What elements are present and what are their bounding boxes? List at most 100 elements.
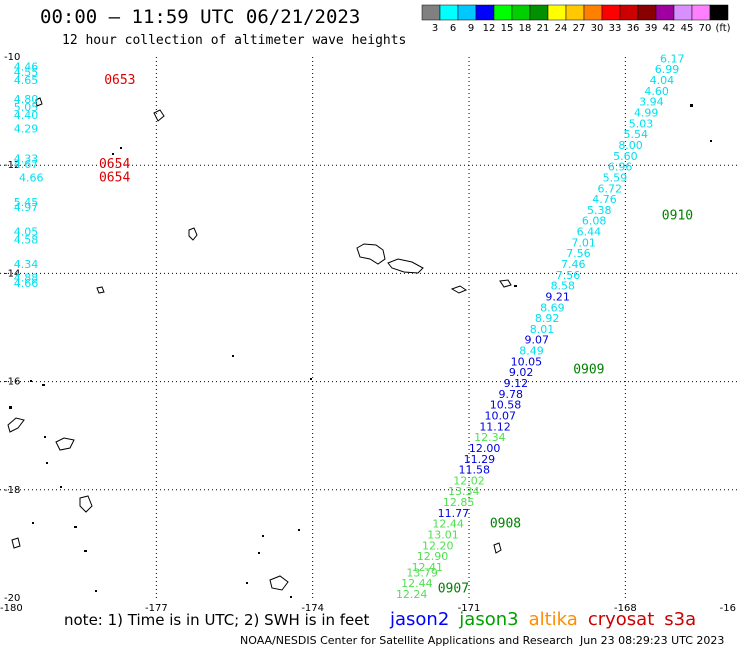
island-dot [74,526,77,528]
colorbar-label: (ft) [715,23,730,34]
wave-height-value: 9.07 [525,334,550,347]
colorbar-label: 9 [468,23,474,34]
wave-height-value: 11.77 [438,507,470,520]
x-tick-label: -180 [0,603,23,614]
wave-height-value: 4.33 [14,152,39,165]
footer-credit: NOAA/NESDIS Center for Satellite Applica… [240,634,574,647]
x-tick-label: -168 [614,603,637,614]
wave-height-value: 4.34 [14,258,39,271]
island-dot [42,384,45,386]
island-dots [9,104,712,598]
wave-height-value: 12.85 [443,496,475,509]
island-dot [30,380,32,382]
island-outline [188,227,198,241]
wave-height-value: 9.12 [504,377,529,390]
island-dot [60,486,62,488]
y-tick-label: -20 [4,593,20,604]
wave-height-value: 12.00 [469,442,501,455]
island-dot [84,550,87,552]
x-tick-label: -171 [458,603,481,614]
wave-height-value: 11.58 [458,464,490,477]
island-dot [514,285,517,287]
wave-height-value: 7.01 [571,236,596,249]
wave-height-value: 12.02 [453,474,485,487]
island-dot [258,552,260,554]
wave-height-value: 12.34 [474,431,506,444]
colorbar-label: 30 [591,23,604,34]
footer-note: note: 1) Time is in UTC; 2) SWH is in fe… [64,611,370,629]
colorbar: 3 6 9 12 15 18 21 24 27 30 33 36 39 42 45 70 (ft) [421,4,731,34]
wave-height-value: 8.58 [551,280,576,293]
wave-height-value: 4.40 [14,109,39,122]
colorbar-swatch [511,4,531,21]
wave-height-value: 7.56 [566,247,591,260]
island-outline [493,542,502,554]
island-dot [46,462,48,464]
wave-height-value: 10.05 [511,355,543,368]
y-tick-label: -10 [4,52,20,63]
wave-height-value: 4.60 [644,85,669,98]
wave-height-value: 4.46 [14,61,39,74]
island-outline [11,537,21,549]
island-outlines [7,97,512,591]
colorbar-label: 36 [627,23,640,34]
wave-height-value: 11.12 [479,420,511,433]
wave-height-value: 7.56 [556,269,581,282]
colorbar-label: 18 [519,23,532,34]
island-dot [310,378,312,380]
wave-height-value: 6.96 [608,161,633,174]
colorbar-label: 15 [501,23,514,34]
island-dot [44,436,46,438]
satellite-legend: jason2 jason3 altika cryosat s3a [390,609,706,630]
x-tick-label: -177 [145,603,168,614]
wave-height-value: 5.45 [14,196,39,209]
wave-height-value: 5.38 [587,204,612,217]
wave-height-value: 12.44 [432,518,464,531]
wave-height-value: 6.08 [582,215,607,228]
island-dot [710,140,712,142]
colorbar-label: 27 [573,23,586,34]
colorbar-swatch [493,4,513,21]
island-outline [79,495,93,513]
wave-height-value: 4.05 [14,226,39,239]
wave-height-value: 9.02 [509,366,534,379]
colorbar-swatch [601,4,621,21]
wave-height-value: 10.07 [485,409,517,422]
axis-ticks: -180 -177 -174 -171 -168 -16 -10 -12 -14 -16 -18 -2… [0,52,736,614]
wave-height-value: 8.01 [530,323,555,336]
pass-time-label: 0909 [573,362,604,377]
wave-height-value: 8.69 [540,301,565,314]
pass-time-label: 0910 [662,208,693,223]
colorbar-label: 45 [681,23,694,34]
wave-height-value: 5.60 [613,150,638,163]
wave-height-value: 13.79 [406,566,438,579]
wave-height-value: 12.90 [417,550,449,563]
map-grid [0,57,740,598]
island-dot [232,355,234,357]
wave-height-value: 8.00 [618,139,643,152]
wave-height-value: 12.41 [412,561,444,574]
island-dot [32,522,34,524]
chart-subtitle: 12 hour collection of altimeter wave hei… [62,33,407,48]
colorbar-label: 39 [645,23,658,34]
wave-height-value: 12.20 [422,539,454,552]
wave-height-value: 10.58 [490,399,522,412]
colorbar-swatch [529,4,549,21]
y-tick-label: -14 [4,268,20,279]
wave-height-value: 13.34 [448,485,480,498]
wave-height-value: 7.46 [561,258,586,271]
wave-height-value: 4.99 [634,107,659,120]
wave-height-value: 4.29 [14,123,39,136]
colorbar-label: 6 [450,23,456,34]
wave-height-value: 4.55 [14,66,39,79]
island-dot [112,153,114,155]
island-outline [387,258,424,274]
legend-jason2: jason2 [390,609,450,630]
x-tick-label: -174 [301,603,324,614]
wave-height-value: 5.54 [624,128,649,141]
island-outline [153,109,165,122]
wave-height-value: 6.99 [655,63,680,76]
island-dot [298,529,300,531]
colorbar-swatch [655,4,675,21]
